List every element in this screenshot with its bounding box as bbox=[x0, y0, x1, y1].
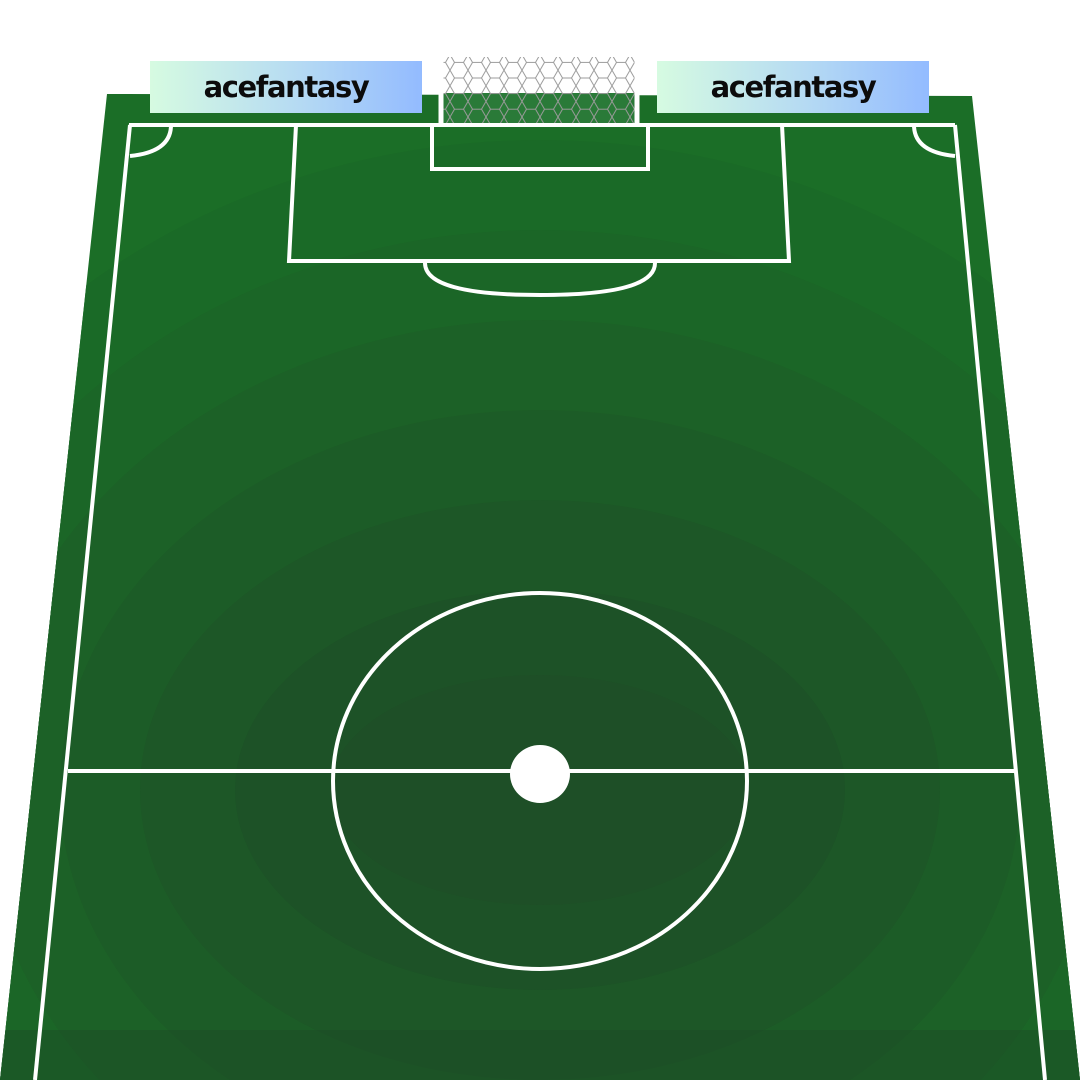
goal-area bbox=[430, 125, 650, 171]
sponsor-logo-left: acefantasy bbox=[203, 70, 370, 104]
corner-arc-left bbox=[129, 124, 173, 158]
corner-arc-right bbox=[912, 124, 956, 158]
left-touchline bbox=[33, 124, 132, 1080]
center-spot bbox=[510, 745, 570, 803]
hexagon-net-icon bbox=[438, 57, 640, 126]
penalty-arc bbox=[423, 262, 657, 298]
sponsor-board-right: acefantasy bbox=[657, 61, 929, 113]
sponsor-logo-right: acefantasy bbox=[710, 70, 877, 104]
penalty-area bbox=[286, 124, 792, 263]
right-touchline bbox=[953, 124, 1047, 1080]
sponsor-board-left: acefantasy bbox=[150, 61, 422, 113]
center-circle bbox=[331, 591, 749, 971]
